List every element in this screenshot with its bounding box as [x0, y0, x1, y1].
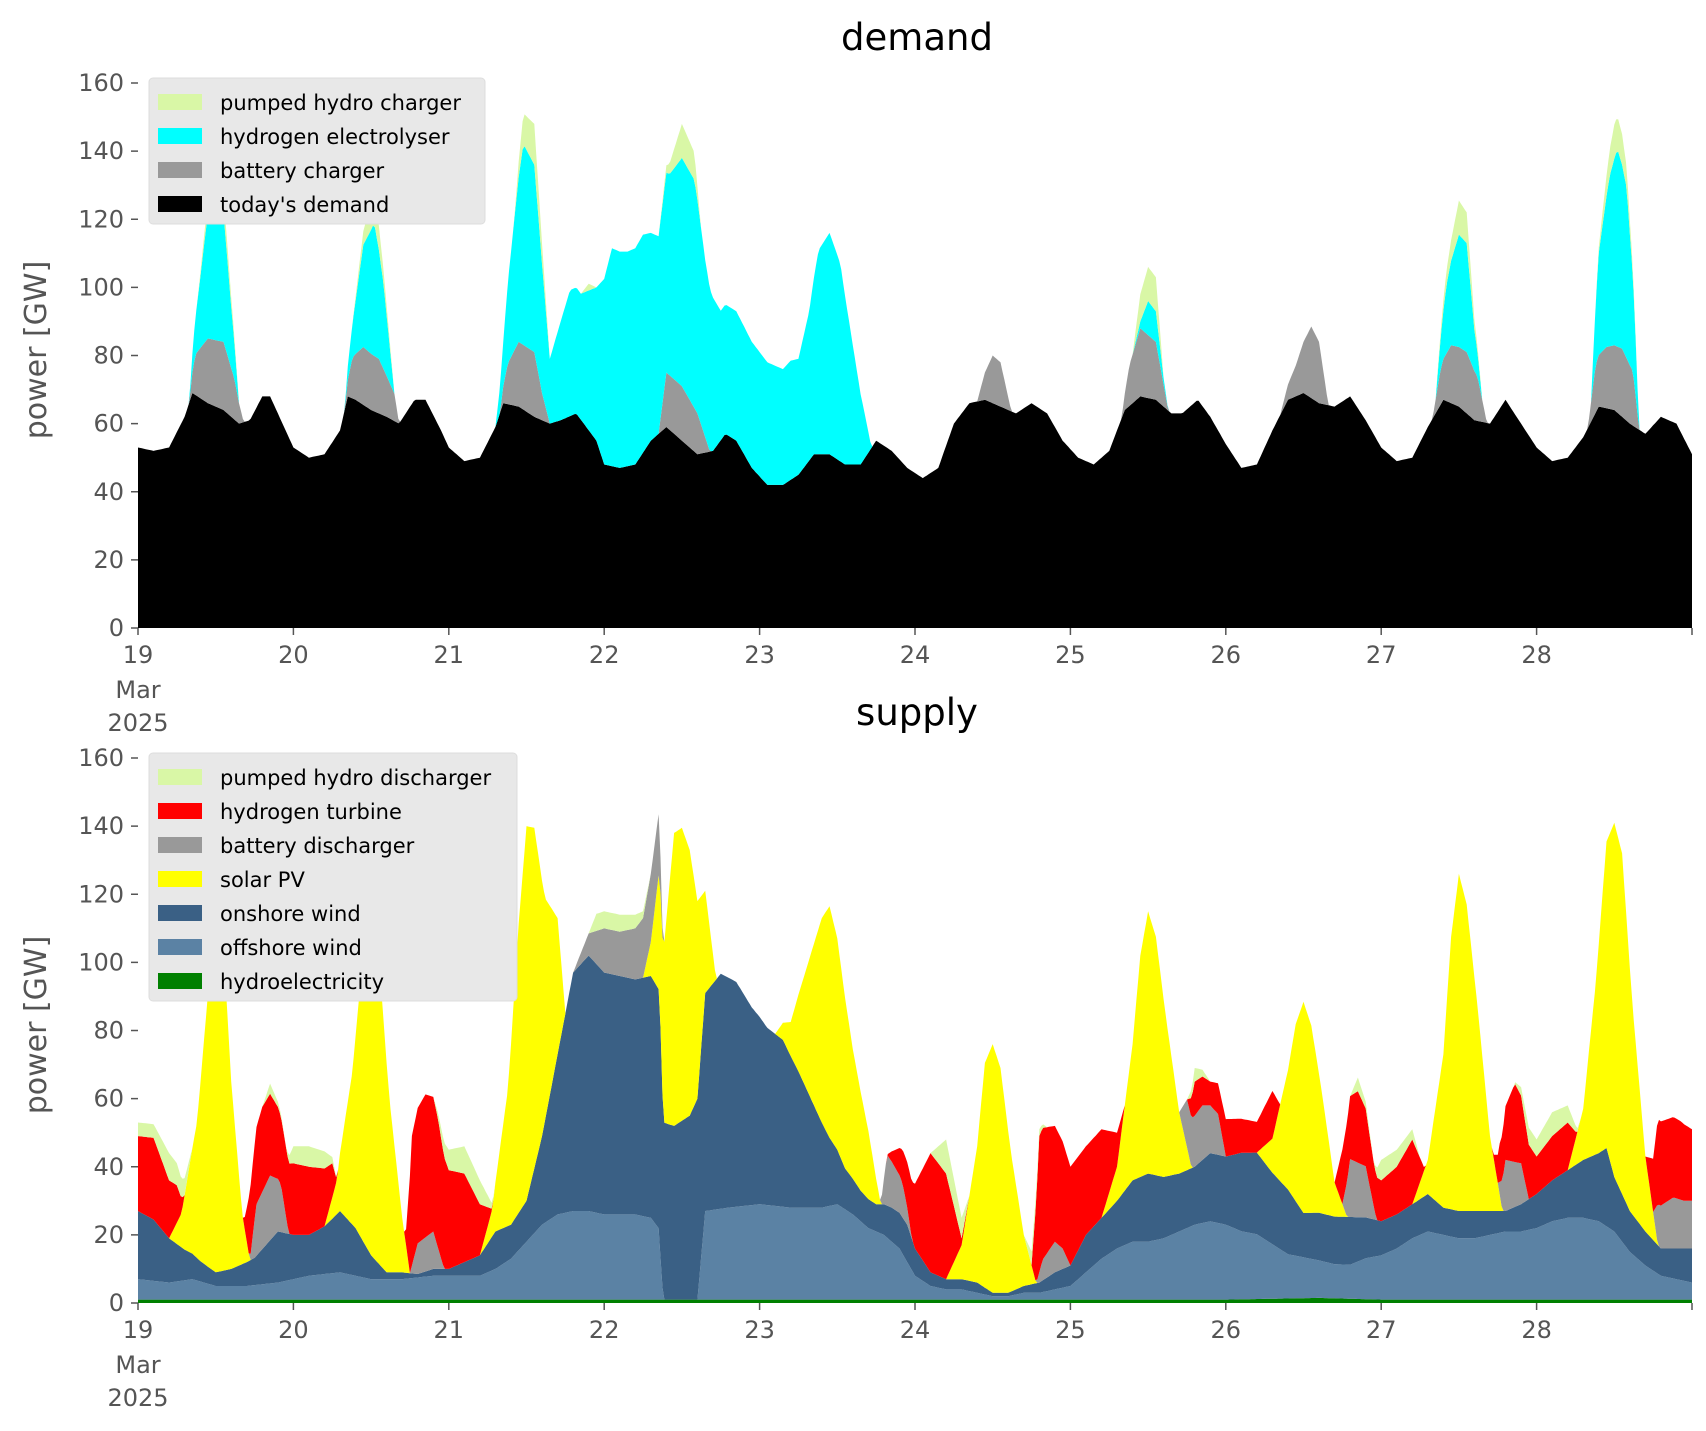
legend-label-pumped-hydro-charger: pumped hydro charger	[220, 91, 461, 115]
legend-label-onshore-wind: onshore wind	[220, 902, 361, 926]
legend-label-hydroelectricity: hydroelectricity	[220, 970, 384, 994]
x-tick-label: 23	[744, 1316, 775, 1344]
y-tick-label: 40	[93, 478, 124, 506]
area-solar-pv	[138, 822, 1692, 1293]
legend-label-solar-pv: solar PV	[220, 868, 305, 892]
legend-swatch-battery-discharger	[158, 837, 202, 853]
y-tick-label: 20	[93, 1221, 124, 1249]
x-tick-sublabel: Mar	[115, 676, 160, 704]
legend-label-hydrogen-turbine: hydrogen turbine	[220, 800, 402, 824]
y-tick-label: 120	[78, 205, 124, 233]
x-tick-sublabel: Mar	[115, 1351, 160, 1379]
y-tick-label: 0	[109, 1289, 124, 1317]
x-tick-label: 23	[744, 641, 775, 669]
legend-label-offshore-wind: offshore wind	[220, 936, 362, 960]
y-axis-label: power [GW]	[19, 936, 54, 1115]
area-hydrogen-turbine	[138, 814, 1692, 1281]
legend-swatch-pumped-hydro-charger	[158, 94, 202, 110]
legend-box	[148, 752, 518, 1002]
legend: pumped hydro discharger hydrogen turbine b…	[148, 752, 518, 1002]
legend: pumped hydro charger hydrogen electrolyse…	[148, 77, 486, 225]
x-tick-label: 25	[1055, 1316, 1086, 1344]
x-tick-sublabel: 2025	[107, 709, 168, 737]
legend-swatch-hydrogen-turbine	[158, 803, 202, 819]
legend-swatch-hydrogen-electrolyser	[158, 128, 202, 144]
legend-swatch-hydroelectricity	[158, 973, 202, 989]
x-tick-label: 28	[1521, 641, 1552, 669]
legend-label-battery-charger: battery charger	[220, 159, 385, 183]
x-tick-label: 22	[589, 641, 620, 669]
x-tick-label: 21	[434, 1316, 465, 1344]
y-tick-label: 100	[78, 948, 124, 976]
y-tick-label: 20	[93, 546, 124, 574]
supply-chart: supply power [GW] 0 20 40 60 80 100 120 140 160 1…	[19, 691, 1693, 1412]
x-tick-label: 20	[278, 641, 309, 669]
legend-swatch-today-s-demand	[158, 196, 202, 212]
y-tick-label: 120	[78, 880, 124, 908]
legend-label-today-s-demand: today's demand	[220, 193, 389, 217]
y-tick-label: 40	[93, 1153, 124, 1181]
x-tick-label: 28	[1521, 1316, 1552, 1344]
legend-label-pumped-hydro-discharger: pumped hydro discharger	[220, 766, 491, 790]
y-tick-label: 100	[78, 273, 124, 301]
x-tick-label: 19	[123, 641, 154, 669]
y-tick-label: 160	[78, 69, 124, 97]
axes-group: 0 20 40 60 80 100 120 140 160 19 Mar 2025 20 21 22 23 24…	[78, 744, 1693, 1412]
y-tick-label: 60	[93, 1085, 124, 1113]
x-tick-label: 24	[900, 641, 931, 669]
demand-chart: demand power [GW] 0 20 40 60 80 100 120 140 160 1…	[19, 16, 1693, 737]
area-today-s-demand	[138, 393, 1692, 628]
legend-label-battery-discharger: battery discharger	[220, 834, 415, 858]
x-tick-label: 25	[1055, 641, 1086, 669]
area-hydroelectricity	[138, 1297, 1692, 1303]
y-tick-label: 80	[93, 342, 124, 370]
x-tick-label: 21	[434, 641, 465, 669]
area-series-group	[138, 814, 1692, 1303]
x-tick-sublabel: 2025	[107, 1384, 168, 1412]
axes-group: 0 20 40 60 80 100 120 140 160 19 Mar 2025 20 21 22 23 24…	[78, 69, 1693, 737]
x-tick-label: 22	[589, 1316, 620, 1344]
x-tick-label: 19	[123, 1316, 154, 1344]
legend-swatch-solar-pv	[158, 871, 202, 887]
chart-title: supply	[856, 691, 978, 734]
chart-title: demand	[841, 16, 993, 59]
y-axis-label: power [GW]	[19, 261, 54, 440]
area-onshore-wind	[138, 955, 1692, 1300]
y-tick-label: 0	[109, 614, 124, 642]
x-tick-label: 27	[1366, 1316, 1397, 1344]
area-hydrogen-electrolyser	[138, 146, 1692, 485]
area-offshore-wind	[138, 1204, 1692, 1300]
y-tick-label: 160	[78, 744, 124, 772]
x-tick-label: 26	[1211, 1316, 1242, 1344]
legend-swatch-offshore-wind	[158, 939, 202, 955]
area-battery-charger	[138, 326, 1692, 485]
x-tick-label: 24	[900, 1316, 931, 1344]
x-tick-label: 20	[278, 1316, 309, 1344]
legend-box	[148, 77, 486, 225]
y-tick-label: 80	[93, 1017, 124, 1045]
x-tick-label: 27	[1366, 641, 1397, 669]
y-tick-label: 60	[93, 410, 124, 438]
legend-label-hydrogen-electrolyser: hydrogen electrolyser	[220, 125, 450, 149]
area-series-group	[138, 114, 1692, 628]
x-tick-label: 26	[1211, 641, 1242, 669]
y-tick-label: 140	[78, 812, 124, 840]
legend-swatch-battery-charger	[158, 162, 202, 178]
y-tick-label: 140	[78, 137, 124, 165]
legend-swatch-pumped-hydro-discharger	[158, 769, 202, 785]
legend-swatch-onshore-wind	[158, 905, 202, 921]
